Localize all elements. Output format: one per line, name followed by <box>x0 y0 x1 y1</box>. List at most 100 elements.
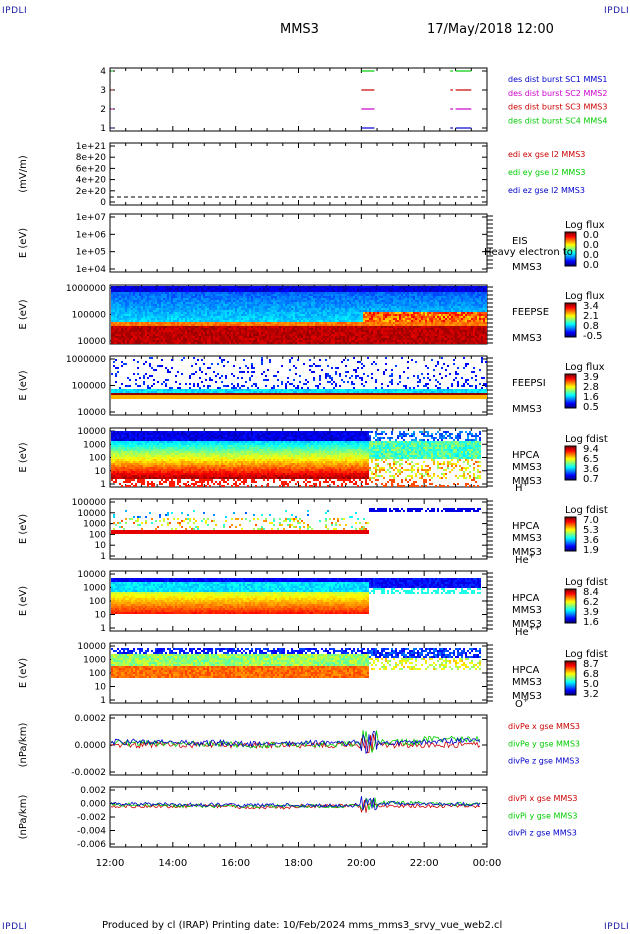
feepse-cell <box>189 314 191 316</box>
feepse-cell <box>351 310 353 312</box>
feepse-cell <box>231 340 233 342</box>
feepse-cell <box>135 338 137 340</box>
feepse-cell <box>315 316 317 318</box>
feepse-cell <box>385 314 387 316</box>
feepse-cell <box>351 328 353 330</box>
feepse-cell <box>283 340 285 342</box>
feepse-cell <box>363 316 365 318</box>
feepse-cell <box>369 300 371 302</box>
feepse-cell <box>333 318 335 320</box>
feepse-cell <box>139 312 141 314</box>
feepse-cell <box>275 322 277 324</box>
feepse-cell <box>189 320 191 322</box>
eis-ytick-label: 1e+07 <box>76 213 106 223</box>
feepse-cell <box>111 314 113 316</box>
feepse-cell <box>163 316 165 318</box>
feepse-cell <box>161 326 163 328</box>
feepse-cell <box>161 300 163 302</box>
feepse-cell <box>351 290 353 292</box>
feepse-cell <box>111 296 113 298</box>
feepse-cell <box>415 328 417 330</box>
feepse-cell <box>323 316 325 318</box>
feepse-cell <box>261 312 263 314</box>
feepse-cell <box>259 324 261 326</box>
feepse-cell <box>319 298 321 300</box>
feepse-cell <box>421 286 423 288</box>
feepse-cell <box>311 298 313 300</box>
feepse-cell <box>131 342 133 344</box>
feepse-cell <box>149 340 151 342</box>
feepse-cell <box>269 308 271 310</box>
feepse-cell <box>257 316 259 318</box>
feepse-cell <box>315 312 317 314</box>
feepse-cell <box>355 320 357 322</box>
feepse-cell <box>343 342 345 344</box>
feepse-cell <box>355 326 357 328</box>
feepse-cell <box>235 306 237 308</box>
feepse-cell <box>175 308 177 310</box>
feepse-cell <box>377 320 379 322</box>
feepse-cell <box>391 340 393 342</box>
feepse-cell <box>267 328 269 330</box>
feepse-cell <box>403 340 405 342</box>
feepse-cell <box>205 302 207 304</box>
feepse-cell <box>357 288 359 290</box>
feepse-cell <box>277 328 279 330</box>
feepse-cell <box>157 324 159 326</box>
feepse-cell <box>363 294 365 296</box>
feepse-cell <box>221 316 223 318</box>
feepse-cell <box>311 330 313 332</box>
feepse-cell <box>347 340 349 342</box>
feepse-cell <box>321 322 323 324</box>
feepse-cell <box>231 334 233 336</box>
feepse-cell <box>255 324 257 326</box>
feepse-cell <box>375 334 377 336</box>
feepse-cell <box>381 296 383 298</box>
feepse-cell <box>229 312 231 314</box>
feepse-cell <box>141 342 143 344</box>
feepse-cell <box>331 318 333 320</box>
feepse-cell <box>307 304 309 306</box>
feepse-cell <box>291 302 293 304</box>
feepse-cell <box>185 324 187 326</box>
feepse-cell <box>325 324 327 326</box>
feepse-cell <box>183 318 185 320</box>
feepse-cell <box>369 290 371 292</box>
feepse-cell <box>369 298 371 300</box>
feepse-cell <box>331 332 333 334</box>
feepse-cell <box>403 320 405 322</box>
feepse-cell <box>411 308 413 310</box>
feepse-cell <box>281 328 283 330</box>
feepse-cell <box>191 336 193 338</box>
feepse-cell <box>387 332 389 334</box>
feepse-cell <box>343 306 345 308</box>
feepse-cell <box>353 290 355 292</box>
feepse-cell <box>239 294 241 296</box>
feepse-cell <box>161 324 163 326</box>
feepse-cell <box>323 296 325 298</box>
feepse-cell <box>333 308 335 310</box>
feepse-cell <box>187 340 189 342</box>
feepse-cell <box>185 290 187 292</box>
feepse-cell <box>233 310 235 312</box>
feepse-cell <box>213 288 215 290</box>
feepse-cell <box>131 318 133 320</box>
feepse-cell <box>159 328 161 330</box>
feepse-cell <box>393 324 395 326</box>
feepse-cell <box>351 306 353 308</box>
feepse-cell <box>167 292 169 294</box>
feepse-cell <box>269 332 271 334</box>
feepse-cell <box>177 286 179 288</box>
feepse-cell <box>127 324 129 326</box>
feepse-cell <box>347 298 349 300</box>
feepse-cell <box>319 310 321 312</box>
feepse-cell <box>211 302 213 304</box>
feepse-cell <box>253 326 255 328</box>
feepse-cell <box>303 332 305 334</box>
feepse-cell <box>191 288 193 290</box>
feepse-cell <box>209 316 211 318</box>
feepse-cell <box>267 300 269 302</box>
feepse-cell <box>143 310 145 312</box>
eis-colorbar-cell <box>565 246 576 248</box>
feepse-cell <box>425 296 427 298</box>
